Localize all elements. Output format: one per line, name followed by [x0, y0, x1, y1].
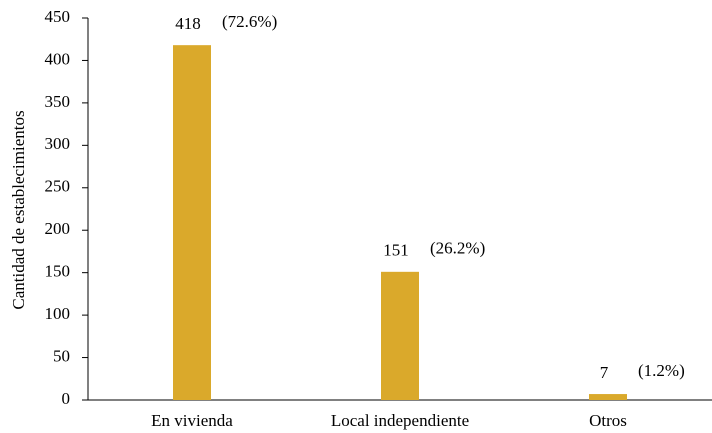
x-tick-label: Otros	[589, 411, 627, 430]
y-tick-label: 400	[45, 49, 71, 68]
percent-label: (1.2%)	[638, 361, 685, 380]
y-tick-label: 200	[45, 219, 71, 238]
y-tick-label: 300	[45, 134, 71, 153]
x-tick-label: Local independiente	[331, 411, 469, 430]
percent-label: (26.2%)	[430, 239, 485, 258]
value-label: 418	[175, 14, 201, 33]
y-tick-label: 350	[45, 92, 71, 111]
bar	[173, 45, 211, 401]
y-tick-label: 450	[45, 7, 71, 26]
value-label: 151	[383, 241, 409, 260]
bar	[381, 271, 419, 400]
bar	[589, 394, 627, 400]
y-tick-label: 0	[62, 389, 71, 408]
y-tick-label: 100	[45, 304, 71, 323]
x-tick-label: En vivienda	[151, 411, 233, 430]
y-tick-label: 150	[45, 262, 71, 281]
percent-label: (72.6%)	[222, 12, 277, 31]
y-axis-title: Cantidad de establecimientos	[9, 110, 28, 309]
y-tick-label: 250	[45, 177, 71, 196]
value-label: 7	[600, 363, 609, 382]
y-tick-label: 50	[53, 346, 70, 365]
